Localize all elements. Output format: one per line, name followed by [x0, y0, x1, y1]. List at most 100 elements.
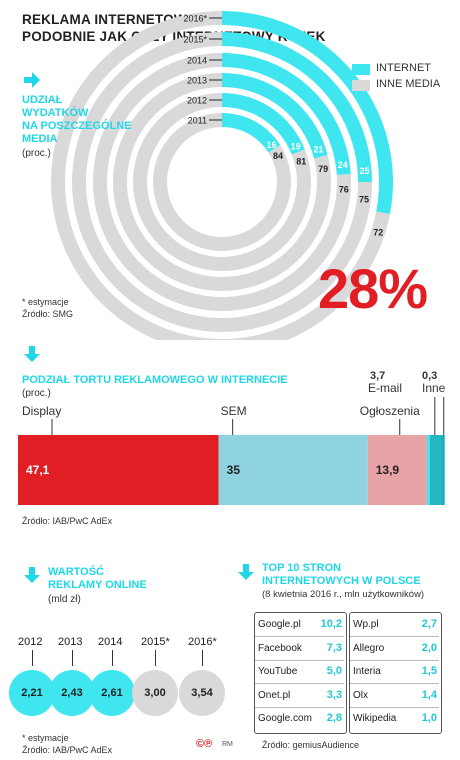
- ring-label-internet: 21: [313, 144, 323, 154]
- arrow-right-icon: [24, 72, 40, 88]
- bar-segment-sem: [218, 435, 368, 505]
- highlight-2016-value: 28%: [318, 257, 428, 320]
- ring-label-other: 76: [339, 184, 349, 194]
- ring-year-label: 2014: [187, 56, 207, 66]
- site-name: Interia: [353, 666, 381, 677]
- ring-segment-internet: [222, 113, 281, 153]
- email-label: E-mail: [368, 381, 403, 395]
- ring-segment-internet: [222, 73, 328, 159]
- section3-source: Źródło: IAB/PwC AdEx: [22, 745, 113, 755]
- top-sites-table-right: [349, 612, 442, 734]
- bar-category-label: Ogłoszenia: [360, 404, 420, 418]
- section3-note: * estymacje: [22, 733, 69, 743]
- site-name: Olx: [353, 689, 368, 701]
- section3-heading-line: WARTOŚĆ: [48, 566, 105, 578]
- table-row-divider: [255, 636, 344, 637]
- bubble-year-label: 2016*: [188, 636, 217, 648]
- section4-subtitle: (8 kwietnia 2016 r., mln użytkowników): [262, 589, 425, 600]
- section2-source: Źródło: IAB/PwC AdEx: [22, 516, 113, 526]
- site-name: Wikipedia: [353, 713, 397, 724]
- site-name: Google.com: [258, 713, 312, 724]
- table-row-divider: [350, 636, 439, 637]
- section2-unit: (proc.): [22, 388, 51, 399]
- section4-source: Źródło: gemiusAudience: [262, 740, 360, 750]
- section3-heading: WARTOŚĆ REKLAMY ONLINE: [48, 566, 147, 592]
- bar-segment-ogłoszenia: [367, 435, 427, 505]
- bubble-value: 3,54: [179, 670, 225, 716]
- bubble-value: 2,43: [49, 670, 95, 716]
- bar-value-label: 35: [227, 463, 241, 477]
- bar-value-label: 47,1: [26, 463, 50, 477]
- site-name: Google.pl: [258, 619, 301, 630]
- top-sites-table-left: [254, 612, 347, 734]
- section4-heading-line: TOP 10 STRON: [262, 562, 342, 574]
- site-name: YouTube: [258, 666, 298, 677]
- ring-year-label: 2011: [188, 116, 207, 126]
- bubble-tick: [112, 650, 113, 666]
- footer-mark: RM: [222, 741, 233, 748]
- section1-source: Źródło: SMG: [22, 309, 74, 319]
- table-row-divider: [255, 683, 344, 684]
- ring-label-other: 79: [318, 164, 328, 174]
- section1-heading: UDZIAŁ WYDATKÓW NA POSZCZEGÓLNE MEDIA: [22, 94, 132, 146]
- section1-unit: (proc.): [22, 148, 51, 159]
- ring-segment-internet: [222, 32, 372, 182]
- site-users-value: 1,0: [421, 712, 437, 724]
- site-users-value: 1,4: [421, 688, 437, 701]
- ring-2014: 24 76: [93, 53, 352, 311]
- section4-heading-line: INTERNETOWYCH W POLSCE: [262, 575, 421, 587]
- section3-heading-line: REKLAMY ONLINE: [48, 579, 147, 591]
- other-value: 0,3: [422, 370, 438, 382]
- ring-label-internet: 16: [267, 140, 277, 150]
- arrow-down-icon: [24, 346, 40, 362]
- bar-category-label: SEM: [221, 404, 247, 418]
- section4-heading: TOP 10 STRON INTERNETOWYCH W POLSCE: [262, 562, 421, 588]
- ring-label-other: 72: [373, 227, 383, 237]
- ring-2016-est: 72: [51, 11, 394, 340]
- section1-heading-line: UDZIAŁ: [22, 94, 63, 106]
- legend-internet-label: INTERNET: [376, 62, 431, 74]
- section1-heading-line: NA POSZCZEGÓLNE: [22, 120, 132, 132]
- section1-heading-line: MEDIA: [22, 133, 58, 145]
- table-row-divider: [255, 659, 344, 661]
- bar-segment-display: [18, 435, 219, 505]
- bar-end-shade: [430, 435, 444, 505]
- legend-other-label: INNE MEDIA: [376, 78, 441, 90]
- legend-other-swatch: [352, 80, 370, 91]
- arrow-down-icon: [24, 567, 40, 583]
- site-name: Facebook: [258, 642, 302, 654]
- email-value: 3,7: [370, 370, 386, 382]
- bubble-year-label: 2013: [58, 636, 83, 648]
- publisher-logo-icon: ©℗: [196, 738, 213, 750]
- bubble-year-label: 2012: [18, 636, 43, 648]
- internet-ad-split-bar-chart: Display 47,1 SEM 35 Ogłoszenia 13,9: [18, 397, 445, 505]
- section2-heading: PODZIAŁ TORTU REKLAMOWEGO W INTERNECIE: [22, 374, 288, 386]
- ring-label-other: 81: [296, 157, 306, 167]
- bubble-tick: [72, 650, 73, 666]
- site-users-value: 2,8: [326, 712, 342, 724]
- ring-segment-internet: [222, 53, 351, 175]
- ring-label-internet: 24: [338, 160, 348, 170]
- ring-segment-internet: [222, 93, 305, 155]
- ring-year-label: 2016*: [183, 14, 207, 24]
- ring-label-internet: 19: [291, 141, 301, 151]
- table-row-divider: [255, 706, 344, 708]
- ring-year-label: 2013: [187, 76, 207, 86]
- ring-label-internet: 25: [360, 166, 370, 176]
- site-name: Onet.pl: [258, 689, 291, 701]
- ring-year-label: 2012: [187, 96, 207, 106]
- bubble-tick: [202, 650, 203, 666]
- site-users-value: 5,0: [326, 665, 342, 677]
- section1-note: * estymacje: [22, 297, 69, 307]
- table-row-divider: [350, 706, 439, 708]
- site-users-value: 2,7: [421, 618, 437, 630]
- arrow-down-icon: [238, 564, 254, 580]
- site-name: Wp.pl: [353, 619, 379, 630]
- site-users-value: 2,0: [421, 641, 437, 654]
- bar-value-label: 13,9: [376, 463, 400, 477]
- ring-label-other: 84: [273, 151, 283, 161]
- bubble-value: 2,61: [89, 670, 135, 716]
